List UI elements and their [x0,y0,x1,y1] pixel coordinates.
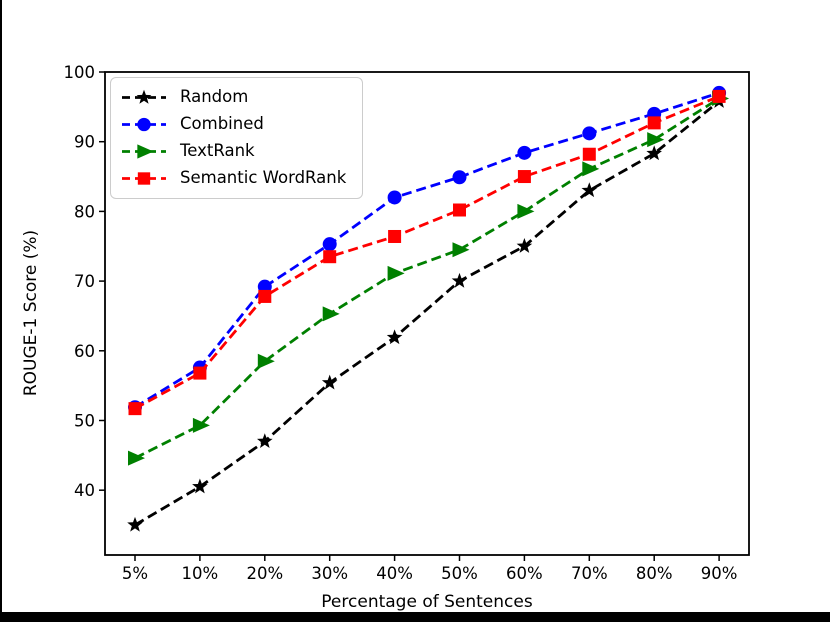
x-tick-label: 30% [311,564,348,583]
marker-square [647,116,661,130]
marker-square [517,170,531,184]
marker-star-icon [516,238,533,253]
y-tick-label: 100 [64,63,96,82]
y-tick-label: 70 [74,272,95,291]
marker-star-icon [192,478,208,494]
y-axis-title: ROUGE-1 Score (%) [21,229,41,397]
marker-circle [582,126,597,141]
marker-square [388,229,402,243]
legend-item-combined: Combined [121,112,346,137]
marker-triangle-right-icon [517,203,535,219]
series-line-textrank [134,97,720,460]
x-tick-label: 40% [376,564,413,583]
marker-triangle-right-icon [257,353,275,369]
x-axis-title: Percentage of Sentences [321,592,533,612]
x-tick-label: 50% [441,564,478,583]
legend-label: TextRank [180,141,255,161]
x-tick-label: 70% [571,564,608,583]
y-tick-label: 60 [74,342,95,361]
marker-triangle-right-icon [647,132,665,148]
x-tick-label: 5% [122,564,148,583]
marker-circle [452,170,467,185]
x-tick-label: 60% [506,564,543,583]
marker-star-icon [451,272,468,288]
series-line-semantic-wordrank [134,95,720,410]
chart-legend: Random Combined TextRank Semantic WordRank [110,77,364,199]
window-left-border [0,0,2,622]
marker-triangle-right-icon [137,144,154,159]
marker-triangle-right-icon [387,265,405,281]
marker-triangle-right-icon [582,161,600,177]
marker-circle [322,237,337,252]
legend-sample-combined [122,117,166,132]
x-tick-label: 10% [182,564,219,583]
marker-star-icon [127,516,143,532]
marker-square [453,203,466,217]
legend-label: Semantic WordRank [180,168,347,188]
marker-triangle-right-icon [192,417,210,433]
marker-square [323,250,337,264]
series-line-random [134,100,720,527]
window-bottom-border [0,612,830,622]
marker-star-icon [581,182,598,198]
marker-square [582,147,596,161]
marker-star-icon [257,433,273,449]
legend-sample-semantic-wordrank [122,172,166,185]
marker-star-icon [386,329,403,345]
marker-square [128,402,142,416]
marker-triangle-right-icon [128,450,145,466]
marker-square [137,172,151,185]
marker-star-icon [136,89,152,104]
marker-circle [517,145,532,160]
legend-sample-textrank [122,144,166,159]
legend-sample-random [122,89,166,104]
marker-star-icon [646,145,662,161]
marker-circle [137,117,151,132]
marker-circle [387,190,402,205]
marker-square [712,89,726,103]
legend-item-random: Random [121,85,346,110]
axes-frame [104,71,750,556]
legend-label: Combined [180,114,264,134]
marker-square [258,289,272,303]
y-tick-label: 50 [74,411,95,430]
y-tick-label: 90 [74,133,95,152]
legend-item-semantic-wordrank: Semantic WordRank [121,166,346,191]
y-tick-label: 80 [74,202,95,221]
legend-label: Random [180,87,249,107]
x-tick-label: 20% [246,564,283,583]
marker-triangle-right-icon [452,242,470,258]
series-line-combined [134,91,720,409]
marker-square [193,366,207,380]
x-tick-label: 90% [701,564,738,583]
y-tick-label: 40 [74,481,95,500]
marker-triangle-right-icon [322,306,340,322]
marker-star-icon [321,374,338,390]
x-tick-label: 80% [636,564,673,583]
series-semantic-wordrank [128,89,726,416]
legend-item-textrank: TextRank [121,139,346,164]
